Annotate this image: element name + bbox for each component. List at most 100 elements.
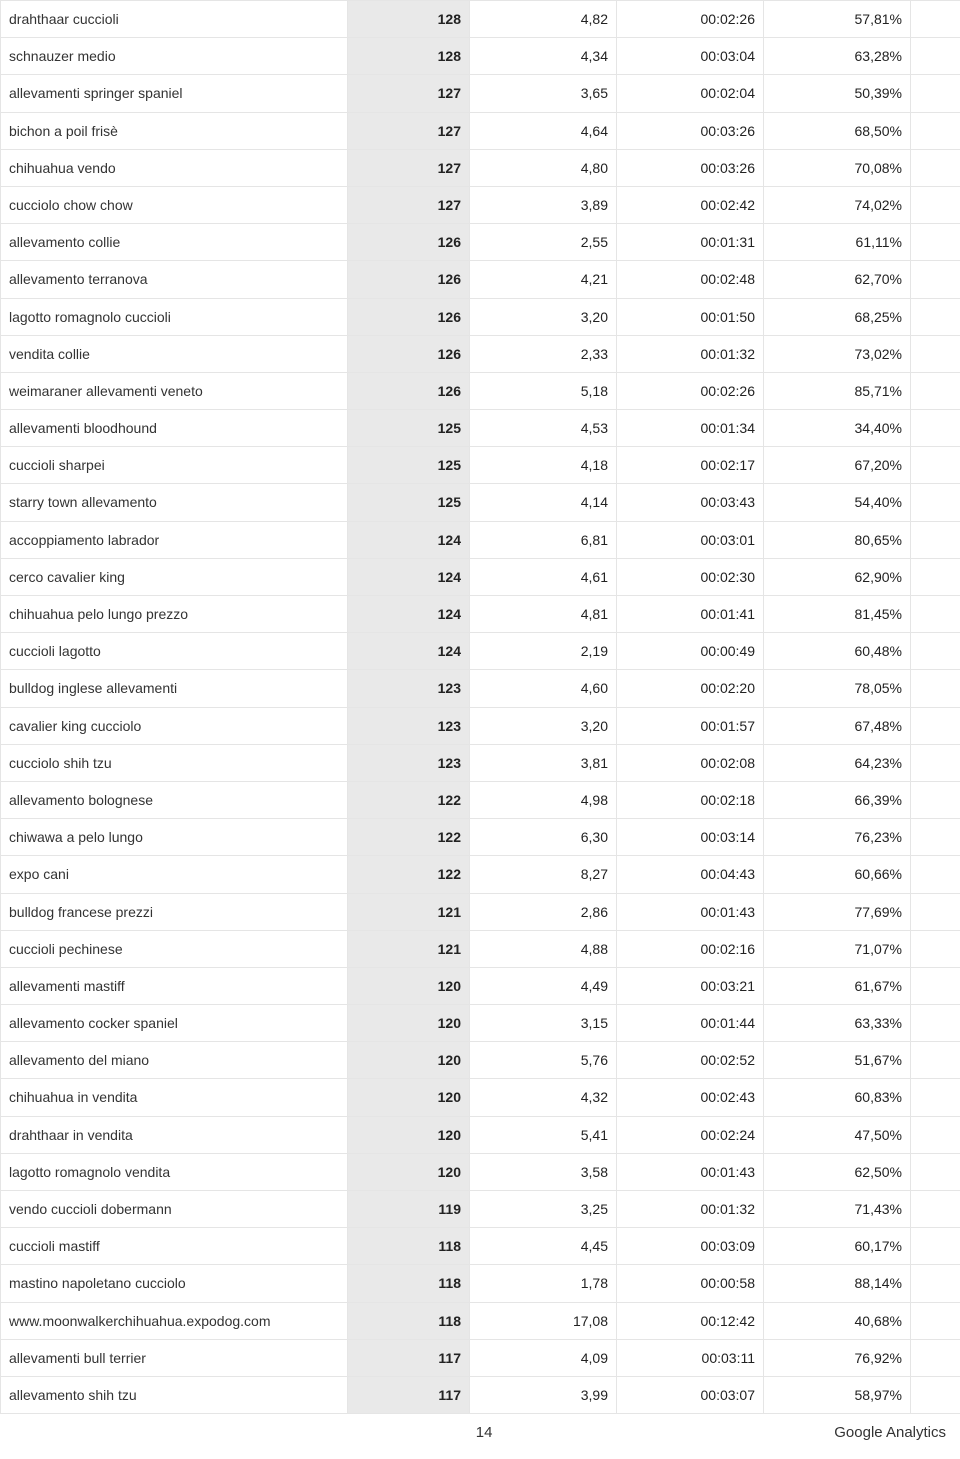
table-row: allevamento bolognese1224,9800:02:1866,3… — [1, 781, 960, 818]
cell-visits: 119 — [348, 1191, 470, 1228]
cell-pages-per-visit: 2,86 — [470, 893, 617, 930]
cell-keyword: bulldog francese prezzi — [1, 893, 348, 930]
cell-keyword: allevamenti bull terrier — [1, 1339, 348, 1376]
cell-new-visits-pct: 62,70% — [764, 261, 911, 298]
table-row: allevamento collie1262,5500:01:3161,11%7… — [1, 224, 960, 261]
cell-bounce-rate: 59,84% — [911, 781, 960, 818]
cell-pages-per-visit: 3,20 — [470, 298, 617, 335]
cell-visits: 126 — [348, 335, 470, 372]
cell-pages-per-visit: 6,30 — [470, 819, 617, 856]
cell-avg-duration: 00:01:43 — [617, 893, 764, 930]
cell-avg-duration: 00:02:30 — [617, 558, 764, 595]
cell-bounce-rate: 54,24% — [911, 1228, 960, 1265]
cell-visits: 125 — [348, 484, 470, 521]
cell-bounce-rate: 15,25% — [911, 1302, 960, 1339]
table-row: bichon a poil frisè1274,6400:03:2668,50%… — [1, 112, 960, 149]
cell-avg-duration: 00:02:52 — [617, 1042, 764, 1079]
cell-visits: 120 — [348, 1116, 470, 1153]
cell-new-visits-pct: 73,02% — [764, 335, 911, 372]
cell-pages-per-visit: 5,18 — [470, 372, 617, 409]
cell-new-visits-pct: 34,40% — [764, 410, 911, 447]
cell-pages-per-visit: 5,41 — [470, 1116, 617, 1153]
cell-visits: 124 — [348, 596, 470, 633]
cell-keyword: allevamento shih tzu — [1, 1376, 348, 1413]
cell-pages-per-visit: 4,32 — [470, 1079, 617, 1116]
table-row: cuccioli sharpei1254,1800:02:1767,20%58,… — [1, 447, 960, 484]
table-row: cavalier king cucciolo1233,2000:01:5767,… — [1, 707, 960, 744]
cell-avg-duration: 00:03:21 — [617, 967, 764, 1004]
cell-avg-duration: 00:02:42 — [617, 186, 764, 223]
table-row: weimaraner allevamenti veneto1265,1800:0… — [1, 372, 960, 409]
cell-keyword: cuccioli mastiff — [1, 1228, 348, 1265]
cell-keyword: allevamento cocker spaniel — [1, 1005, 348, 1042]
cell-new-visits-pct: 50,39% — [764, 75, 911, 112]
cell-new-visits-pct: 61,11% — [764, 224, 911, 261]
cell-new-visits-pct: 77,69% — [764, 893, 911, 930]
cell-keyword: cuccioli pechinese — [1, 930, 348, 967]
table-row: chiwawa a pelo lungo1226,3000:03:1476,23… — [1, 819, 960, 856]
cell-avg-duration: 00:01:31 — [617, 224, 764, 261]
cell-bounce-rate: 51,61% — [911, 596, 960, 633]
cell-visits: 127 — [348, 186, 470, 223]
cell-keyword: cerco cavalier king — [1, 558, 348, 595]
cell-avg-duration: 00:02:24 — [617, 1116, 764, 1153]
table-row: lagotto romagnolo vendita1203,5800:01:43… — [1, 1153, 960, 1190]
cell-keyword: drahthaar in vendita — [1, 1116, 348, 1153]
cell-new-visits-pct: 80,65% — [764, 521, 911, 558]
cell-new-visits-pct: 71,43% — [764, 1191, 911, 1228]
cell-pages-per-visit: 4,60 — [470, 670, 617, 707]
table-row: cuccioli pechinese1214,8800:02:1671,07%6… — [1, 930, 960, 967]
cell-new-visits-pct: 60,48% — [764, 633, 911, 670]
cell-bounce-rate: 35,00% — [911, 1116, 960, 1153]
cell-pages-per-visit: 4,81 — [470, 596, 617, 633]
table-row: drahthaar cuccioli1284,8200:02:2657,81%4… — [1, 1, 960, 38]
table-row: vendita collie1262,3300:01:3273,02%69,05… — [1, 335, 960, 372]
cell-keyword: vendita collie — [1, 335, 348, 372]
cell-avg-duration: 00:02:20 — [617, 670, 764, 707]
cell-new-visits-pct: 81,45% — [764, 596, 911, 633]
cell-pages-per-visit: 4,64 — [470, 112, 617, 149]
cell-keyword: weimaraner allevamenti veneto — [1, 372, 348, 409]
cell-pages-per-visit: 3,58 — [470, 1153, 617, 1190]
cell-new-visits-pct: 57,81% — [764, 1, 911, 38]
cell-new-visits-pct: 51,67% — [764, 1042, 911, 1079]
cell-avg-duration: 00:00:58 — [617, 1265, 764, 1302]
cell-keyword: bulldog inglese allevamenti — [1, 670, 348, 707]
cell-keyword: schnauzer medio — [1, 38, 348, 75]
cell-new-visits-pct: 64,23% — [764, 744, 911, 781]
cell-new-visits-pct: 76,23% — [764, 819, 911, 856]
cell-avg-duration: 00:01:34 — [617, 410, 764, 447]
cell-pages-per-visit: 3,65 — [470, 75, 617, 112]
cell-pages-per-visit: 2,55 — [470, 224, 617, 261]
cell-new-visits-pct: 68,25% — [764, 298, 911, 335]
cell-pages-per-visit: 4,98 — [470, 781, 617, 818]
cell-keyword: allevamenti bloodhound — [1, 410, 348, 447]
cell-bounce-rate: 60,32% — [911, 298, 960, 335]
cell-pages-per-visit: 3,99 — [470, 1376, 617, 1413]
cell-visits: 117 — [348, 1339, 470, 1376]
cell-new-visits-pct: 60,17% — [764, 1228, 911, 1265]
cell-new-visits-pct: 58,97% — [764, 1376, 911, 1413]
cell-pages-per-visit: 4,88 — [470, 930, 617, 967]
cell-bounce-rate: 65,00% — [911, 1005, 960, 1042]
table-row: allevamento cocker spaniel1203,1500:01:4… — [1, 1005, 960, 1042]
cell-bounce-rate: 62,81% — [911, 930, 960, 967]
cell-new-visits-pct: 66,39% — [764, 781, 911, 818]
cell-bounce-rate: 69,05% — [911, 335, 960, 372]
cell-bounce-rate: 46,72% — [911, 819, 960, 856]
cell-visits: 127 — [348, 75, 470, 112]
cell-pages-per-visit: 4,82 — [470, 1, 617, 38]
cell-keyword: allevamenti springer spaniel — [1, 75, 348, 112]
cell-visits: 126 — [348, 224, 470, 261]
table-row: allevamento del miano1205,7600:02:5251,6… — [1, 1042, 960, 1079]
table-row: cucciolo chow chow1273,8900:02:4274,02%5… — [1, 186, 960, 223]
table-row: allevamenti bull terrier1174,0900:03:117… — [1, 1339, 960, 1376]
table-row: starry town allevamento1254,1400:03:4354… — [1, 484, 960, 521]
cell-pages-per-visit: 4,53 — [470, 410, 617, 447]
cell-avg-duration: 00:04:43 — [617, 856, 764, 893]
cell-visits: 124 — [348, 558, 470, 595]
cell-bounce-rate: 53,91% — [911, 38, 960, 75]
cell-avg-duration: 00:02:04 — [617, 75, 764, 112]
table-row: cerco cavalier king1244,6100:02:3062,90%… — [1, 558, 960, 595]
cell-bounce-rate: 65,55% — [911, 1191, 960, 1228]
